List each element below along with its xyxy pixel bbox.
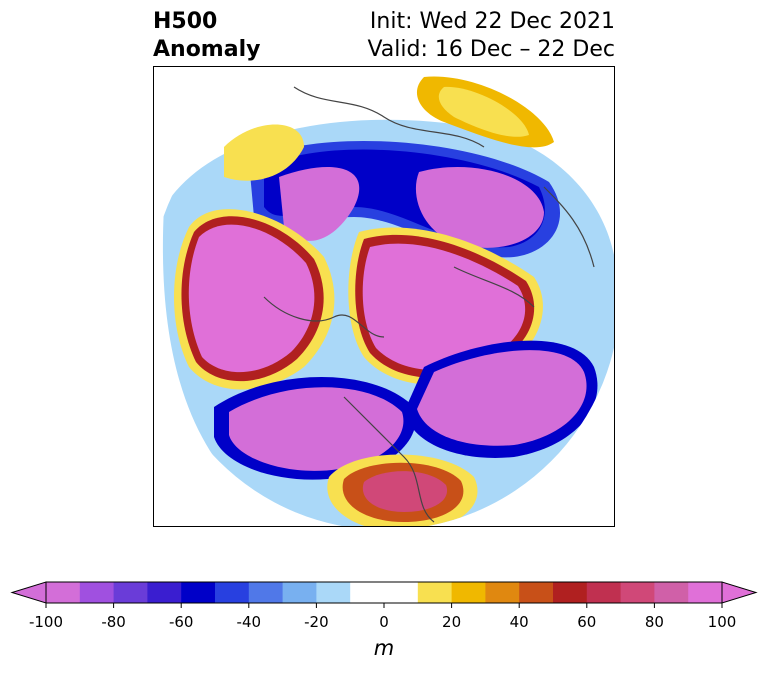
colorbar-segment — [553, 582, 588, 603]
colorbar-tick-label: 40 — [509, 613, 529, 631]
colorbar-segment — [181, 582, 216, 603]
init-time-label: Init: Wed 22 Dec 2021 — [369, 9, 615, 34]
colorbar-segment — [248, 582, 284, 603]
variable-sublabel: Anomaly — [153, 37, 261, 62]
colorbar-tick-label: 0 — [379, 613, 389, 631]
colorbar-segment — [215, 582, 250, 603]
colorbar-segment — [417, 582, 453, 603]
colorbar-tick-label: 80 — [644, 613, 664, 631]
colorbar-tick-label: 60 — [577, 613, 597, 631]
colorbar-extend-min — [10, 581, 47, 604]
coastlines — [263, 86, 595, 523]
colorbar-segment — [654, 582, 689, 603]
colorbar-tick-label: -80 — [101, 613, 126, 631]
variable-label: H500 — [153, 9, 218, 34]
plot-title-right: Init: Wed 22 Dec 2021 Valid: 16 Dec – 22… — [367, 8, 615, 64]
colorbar-segment — [384, 582, 419, 603]
colorbar-tick-label: -40 — [236, 613, 262, 631]
colorbar-segment — [46, 582, 81, 603]
polar-map — [153, 66, 615, 527]
colorbar-segment — [451, 582, 486, 603]
colorbar-tick-label: 100 — [707, 613, 737, 631]
colorbar-segment — [147, 582, 182, 603]
anomaly-field — [163, 76, 614, 526]
colorbar-segment — [350, 582, 385, 603]
colorbar-segment — [620, 582, 655, 603]
colorbar-segment — [519, 582, 554, 603]
valid-time-label: Valid: 16 Dec – 22 Dec — [367, 37, 615, 62]
colorbar-tick-label: -20 — [304, 613, 329, 631]
colorbar-segment — [113, 582, 148, 603]
colorbar-units-label: m — [373, 636, 395, 660]
colorbar-segment — [688, 582, 723, 603]
colorbar-tick-label: 20 — [442, 613, 462, 631]
colorbar-segment — [79, 582, 115, 603]
colorbar-tick-label: -100 — [28, 613, 64, 631]
colorbar-segment — [282, 582, 317, 603]
colorbar-segment — [485, 582, 520, 603]
colorbar-segment — [316, 582, 351, 603]
colorbar-extend-max — [721, 581, 758, 604]
colorbar-segment — [586, 582, 622, 603]
plot-title-left: H500 Anomaly — [153, 8, 260, 64]
colorbar-tick-label: -60 — [168, 613, 194, 631]
colorbar — [10, 581, 758, 608]
